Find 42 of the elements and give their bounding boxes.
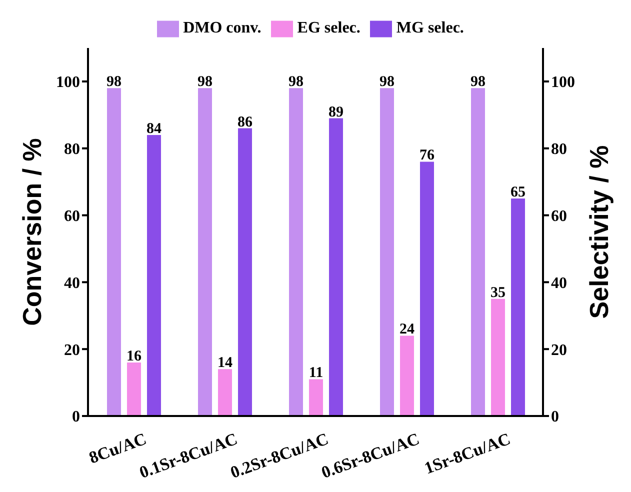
data-label: 98 bbox=[380, 74, 394, 90]
y-tick-label: 60 bbox=[64, 208, 80, 225]
y2-tick-label: 40 bbox=[551, 274, 567, 292]
data-label: 84 bbox=[146, 120, 162, 137]
data-label: 86 bbox=[238, 114, 253, 130]
bar bbox=[238, 128, 252, 416]
legend-label: DMO conv. bbox=[183, 20, 262, 37]
legend-label: EG selec. bbox=[297, 20, 360, 37]
bar bbox=[420, 162, 434, 416]
data-label: 24 bbox=[400, 322, 415, 338]
data-label: 89 bbox=[328, 104, 344, 120]
y2-tick-label: 60 bbox=[551, 208, 567, 225]
y2-tick-label: 20 bbox=[551, 342, 567, 359]
bar bbox=[491, 298, 505, 416]
bar bbox=[147, 134, 161, 416]
y-tick-label: 80 bbox=[64, 141, 80, 158]
y-tick-label: 20 bbox=[64, 342, 80, 359]
bar bbox=[329, 118, 343, 416]
bar bbox=[511, 198, 525, 416]
bar bbox=[127, 362, 141, 416]
y-tick-label: 40 bbox=[64, 274, 80, 292]
data-label: 98 bbox=[198, 74, 212, 90]
y-tick-label: 100 bbox=[56, 74, 80, 92]
y2-tick-label: 80 bbox=[551, 141, 567, 158]
data-label: 14 bbox=[218, 355, 233, 372]
y-axis-title: Conversion / % bbox=[17, 138, 47, 326]
data-label: 35 bbox=[490, 284, 506, 301]
bar bbox=[218, 369, 232, 416]
y2-axis-title: Selectivity / % bbox=[584, 145, 614, 319]
legend-label: MG selec. bbox=[396, 20, 464, 37]
y-tick-label: 0 bbox=[72, 408, 80, 426]
y2-tick-label: 0 bbox=[551, 408, 559, 426]
bar bbox=[400, 336, 414, 416]
data-label: 65 bbox=[510, 184, 526, 201]
bar bbox=[309, 379, 323, 416]
data-label: 98 bbox=[470, 74, 486, 90]
data-label: 11 bbox=[308, 365, 324, 382]
data-label: 98 bbox=[288, 74, 304, 90]
data-label: 16 bbox=[126, 348, 142, 364]
data-label: 98 bbox=[106, 74, 122, 90]
data-label: 76 bbox=[420, 148, 435, 164]
y2-tick-label: 100 bbox=[551, 74, 575, 92]
